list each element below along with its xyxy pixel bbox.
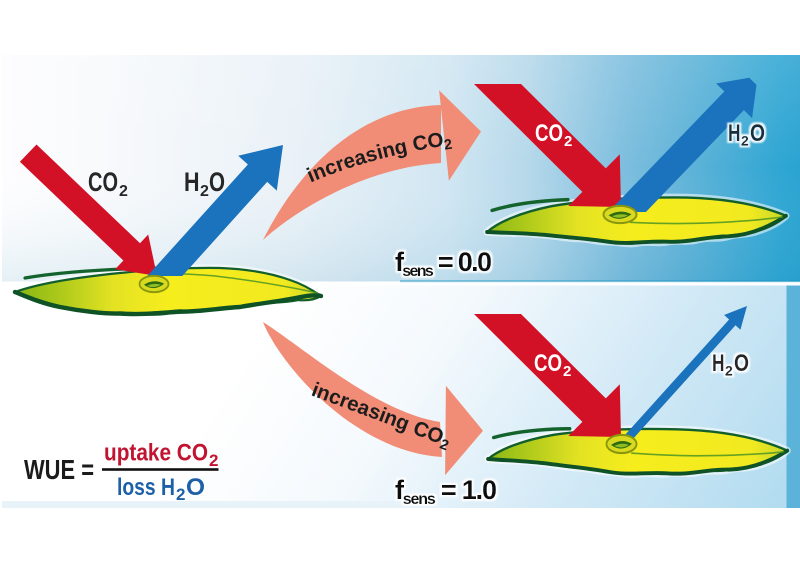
svg-text:2: 2 [741, 133, 749, 149]
svg-text:H: H [712, 350, 725, 377]
svg-text:O: O [186, 474, 205, 501]
svg-text:O: O [734, 350, 749, 377]
svg-text:loss H: loss H [117, 474, 175, 501]
svg-text:uptake CO: uptake CO [104, 440, 208, 467]
svg-text:CO: CO [535, 120, 563, 147]
svg-text:2: 2 [200, 183, 209, 200]
svg-text:2: 2 [564, 133, 572, 150]
svg-text:O: O [209, 167, 225, 197]
svg-text:O: O [750, 120, 765, 147]
svg-text:2: 2 [176, 485, 185, 504]
svg-text:CO: CO [534, 350, 562, 377]
svg-text:2: 2 [209, 451, 218, 470]
svg-text:2: 2 [725, 363, 733, 379]
svg-text:2: 2 [563, 363, 571, 380]
svg-text:2: 2 [119, 183, 128, 200]
svg-text:CO: CO [88, 167, 118, 197]
svg-text:WUE =: WUE = [24, 454, 94, 485]
svg-text:H: H [184, 167, 200, 197]
svg-text:H: H [728, 120, 741, 147]
